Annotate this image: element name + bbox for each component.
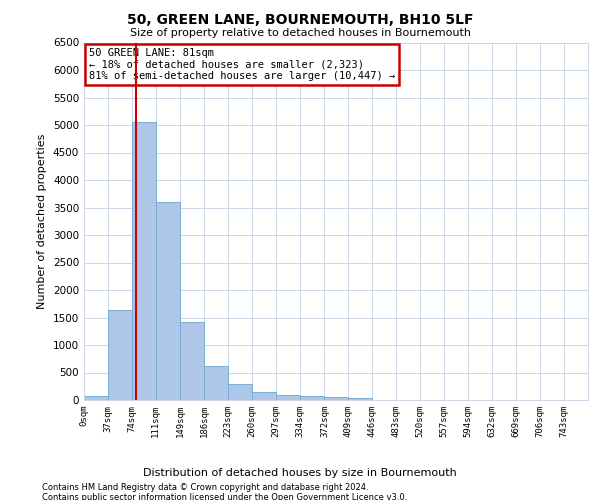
Bar (84, 396, 108, 400)
Bar (348, 398, 372, 400)
Text: Contains HM Land Registry data © Crown copyright and database right 2024.: Contains HM Land Registry data © Crown c… (42, 484, 368, 492)
Bar (108, 310, 132, 400)
Text: 50, GREEN LANE, BOURNEMOUTH, BH10 5LF: 50, GREEN LANE, BOURNEMOUTH, BH10 5LF (127, 12, 473, 26)
Bar (180, 322, 204, 400)
Text: Distribution of detached houses by size in Bournemouth: Distribution of detached houses by size … (143, 468, 457, 477)
Text: Contains public sector information licensed under the Open Government Licence v3: Contains public sector information licen… (42, 492, 407, 500)
Bar (132, 122, 156, 400)
Text: 50 GREEN LANE: 81sqm
← 18% of detached houses are smaller (2,323)
81% of semi-de: 50 GREEN LANE: 81sqm ← 18% of detached h… (89, 48, 395, 81)
Bar (276, 394, 300, 400)
Y-axis label: Number of detached properties: Number of detached properties (37, 134, 47, 309)
Text: Size of property relative to detached houses in Bournemouth: Size of property relative to detached ho… (130, 28, 470, 38)
Bar (300, 396, 325, 400)
Bar (252, 392, 276, 400)
Bar (228, 384, 252, 400)
Bar (156, 202, 180, 400)
Bar (325, 397, 348, 400)
Bar (204, 366, 228, 400)
